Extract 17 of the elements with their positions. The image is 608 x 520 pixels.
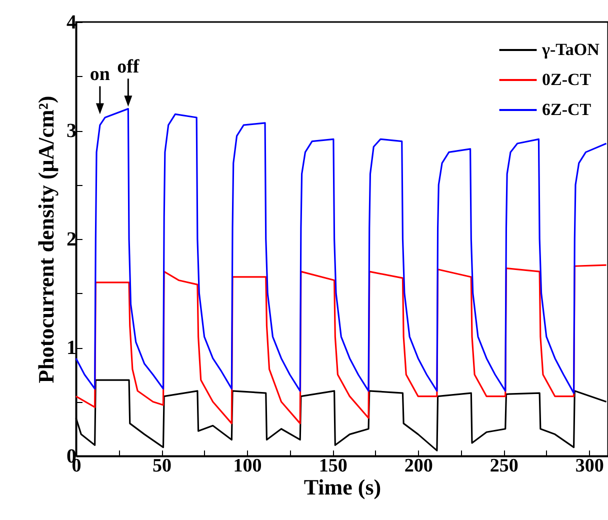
y-axis-title: Photocurrent density (μA/cm²) (34, 96, 58, 384)
annotation: on (90, 64, 110, 86)
x-axis-title: Time (s) (304, 474, 382, 500)
annotation: off (117, 56, 140, 78)
x-tick-label: 250 (490, 456, 518, 476)
x-tick-label: 50 (152, 456, 172, 476)
legend-label: 6Z-CT (542, 100, 592, 119)
y-tick-label: 2 (66, 228, 76, 250)
y-tick-label: 4 (66, 12, 76, 34)
y-tick-label: 1 (66, 337, 76, 359)
x-tick-label: 200 (404, 456, 433, 476)
legend-label: γ-TaON (541, 40, 600, 59)
legend-label: 0Z-CT (542, 70, 592, 89)
x-tick-label: 150 (318, 456, 348, 476)
x-tick-label: 300 (575, 456, 604, 476)
x-tick-label: 100 (233, 456, 262, 476)
y-tick-label: 3 (66, 120, 76, 142)
